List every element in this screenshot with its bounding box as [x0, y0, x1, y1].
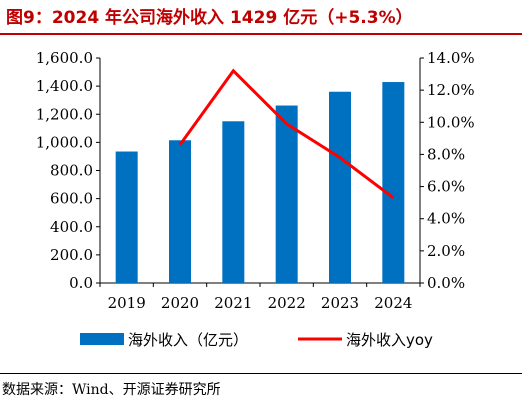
bar: [169, 140, 191, 283]
left-tick-label: 0.0: [69, 274, 93, 292]
axes: [96, 57, 424, 287]
source-note: 数据来源：Wind、开源证券研究所: [2, 382, 221, 398]
left-tick-label: 1,000.0: [36, 133, 93, 151]
right-tick-label: 4.0%: [427, 210, 465, 228]
title-rule: [0, 33, 522, 35]
right-tick-label: 8.0%: [427, 145, 465, 163]
legend-line-label: 海外收入yoy: [346, 331, 433, 349]
right-tick-label: 6.0%: [427, 178, 465, 196]
left-tick-label: 600.0: [50, 190, 93, 208]
left-tick-label: 400.0: [50, 218, 93, 236]
right-tick-label: 14.0%: [427, 49, 475, 67]
legend-bar-swatch: [80, 333, 124, 345]
x-tick-label: 2024: [374, 294, 412, 312]
bar: [115, 151, 138, 283]
x-tick-label: 2020: [161, 294, 199, 312]
x-tick-label: 2019: [108, 294, 146, 312]
right-tick-label: 0.0%: [427, 274, 465, 292]
bar: [275, 105, 298, 283]
chart-title: 图9：2024 年公司海外收入 1429 亿元（+5.3%）: [6, 8, 413, 28]
right-tick-label: 12.0%: [427, 81, 475, 99]
bar: [329, 91, 351, 283]
legend: 海外收入（亿元） 海外收入yoy: [80, 331, 433, 349]
bottom-rule: [0, 373, 522, 374]
x-tick-label: 2021: [214, 294, 252, 312]
x-tick-label: 2022: [268, 294, 306, 312]
x-tick-label: 2023: [321, 294, 359, 312]
left-tick-label: 1,400.0: [36, 77, 93, 95]
combo-chart: 0.0 200.0 400.0 600.0 800.0 1,000.0 1,200.0 1,4…: [36, 49, 475, 349]
left-tick-label: 1,600.0: [36, 49, 93, 67]
line-series: [178, 68, 395, 200]
left-tick-label: 1,200.0: [36, 105, 93, 123]
bar-series: [115, 82, 405, 283]
bar: [382, 82, 405, 283]
tick-labels: 0.0 200.0 400.0 600.0 800.0 1,000.0 1,200.0 1,4…: [36, 49, 475, 312]
left-tick-label: 800.0: [50, 162, 93, 180]
right-tick-label: 2.0%: [427, 242, 465, 260]
bar: [222, 121, 245, 283]
left-tick-label: 200.0: [50, 246, 93, 264]
legend-bar-label: 海外收入（亿元）: [128, 331, 248, 349]
right-tick-label: 10.0%: [427, 113, 475, 131]
